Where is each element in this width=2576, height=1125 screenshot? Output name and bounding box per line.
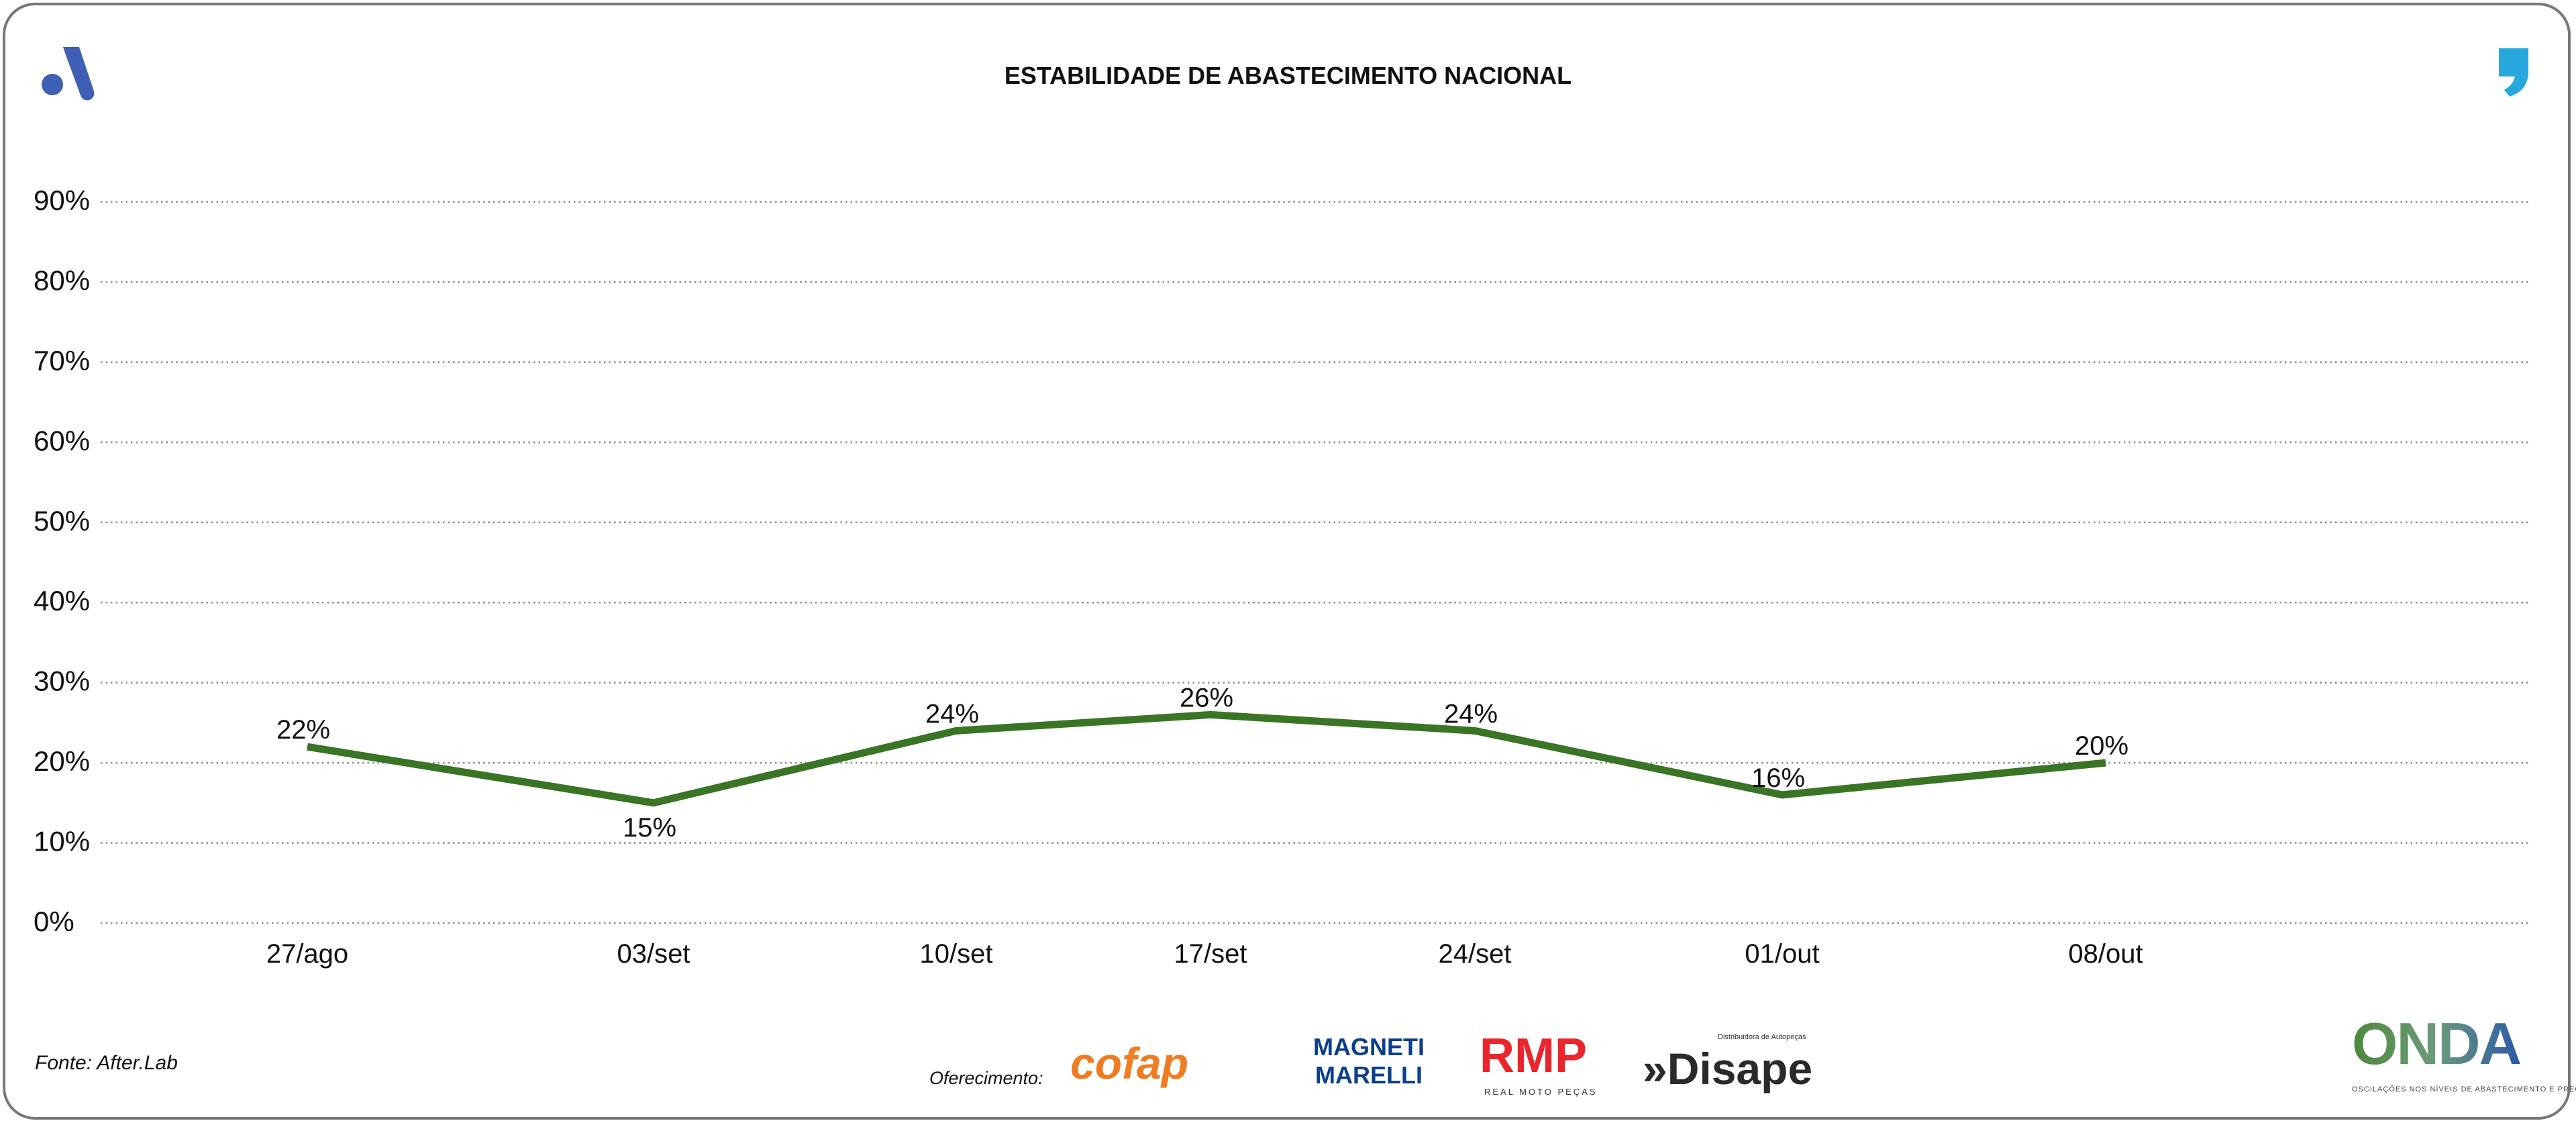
x-tick-label: 03/set [617,939,690,969]
y-tick-label: 80% [34,264,90,296]
cofap-logo: cofap [1070,1038,1189,1088]
x-tick-label: 27/ago [266,939,348,969]
y-tick-label: 70% [34,345,90,376]
quote-logo-icon [2499,48,2528,97]
y-tick-label: 30% [34,665,90,697]
rmp-tagline: REAL MOTO PEÇAS [1484,1087,1598,1097]
data-point [1210,714,1211,716]
x-tick-label: 24/set [1439,939,1512,969]
x-tick-label: 17/set [1174,939,1247,969]
magneti-marelli-logo: MAGNETI MARELLI [1313,1033,1425,1089]
disape-logo: »Disape [1643,1044,1813,1093]
data-label: 24% [925,699,979,729]
onda-tagline: OSCILAÇÕES NOS NÍVEIS DE ABASTECIMENTO E… [2352,1085,2576,1093]
onda-logo: ONDA [2352,1010,2522,1077]
y-tick-label: 90% [34,184,90,216]
data-point [653,802,654,804]
card-frame [3,3,2571,1120]
source-note: Fonte: After.Lab [35,1052,178,1074]
x-tick-label: 08/out [2068,939,2143,969]
data-point [1782,794,1783,796]
y-tick-label: 60% [34,425,90,456]
data-point [956,730,957,732]
data-label: 22% [276,715,330,745]
series-line [307,710,2106,807]
data-label: 20% [2075,731,2128,761]
y-tick-label: 10% [34,826,90,857]
disape-tagline: Distribuidora de Autopeças [1718,1033,1806,1041]
x-tick-label: 10/set [920,939,993,969]
data-label: 26% [1180,683,1233,712]
y-tick-label: 0% [34,906,74,937]
data-point [2105,762,2106,764]
data-label: 24% [1444,699,1498,729]
data-label: 15% [623,813,676,843]
data-point [1474,730,1476,732]
rmp-logo: RMP [1480,1029,1587,1083]
y-tick-label: 50% [34,505,90,537]
sponsor-label: Oferecimento: [929,1068,1043,1088]
chart-title: ESTABILIDADE DE ABASTECIMENTO NACIONAL [1004,62,1572,89]
disape-name: Disape [1667,1044,1813,1093]
y-tick-label: 40% [34,585,90,617]
aftermarket-logo-icon [42,47,95,101]
data-point [307,746,308,748]
data-label: 16% [1751,763,1805,793]
x-tick-label: 01/out [1745,939,1819,969]
y-tick-label: 20% [34,745,90,777]
